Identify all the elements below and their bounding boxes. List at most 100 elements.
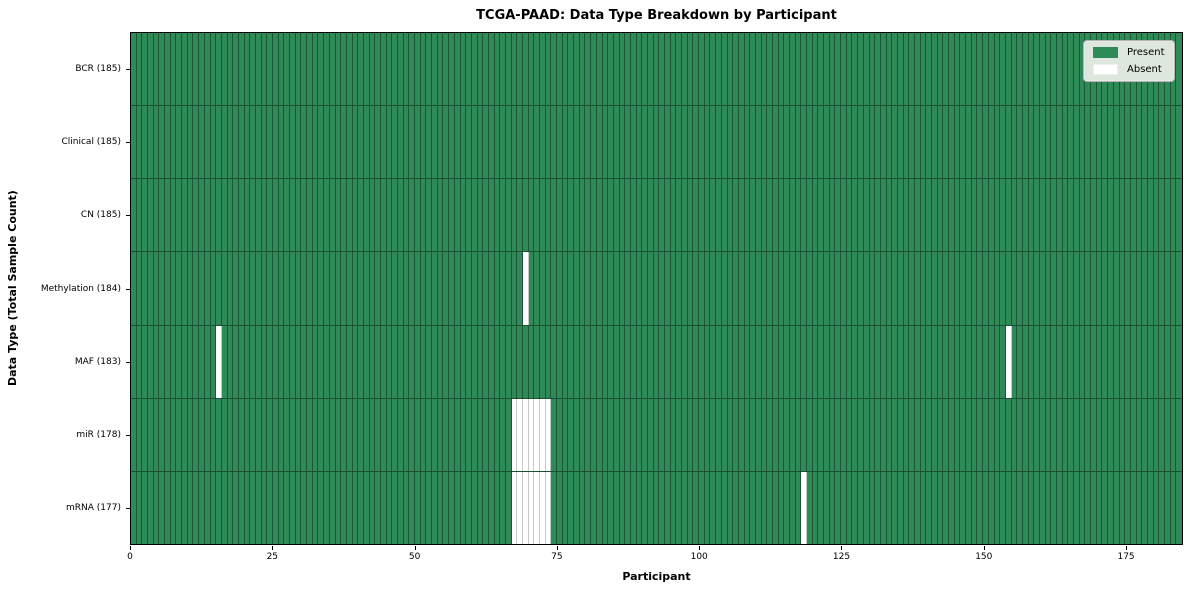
heatmap-cell bbox=[403, 471, 410, 544]
heatmap-cell bbox=[790, 471, 796, 544]
heatmap-cell bbox=[886, 252, 893, 325]
heatmap-cell bbox=[477, 471, 484, 544]
heatmap-cell bbox=[875, 33, 881, 106]
heatmap-cell bbox=[557, 106, 563, 179]
heatmap-cell bbox=[278, 471, 285, 544]
heatmap-cell bbox=[511, 106, 518, 179]
heatmap-cell bbox=[744, 398, 751, 471]
heatmap-cell bbox=[1176, 179, 1182, 252]
heatmap-cell bbox=[210, 33, 217, 106]
heatmap-cell bbox=[653, 33, 660, 106]
heatmap-cell bbox=[1079, 252, 1086, 325]
heatmap-cell bbox=[869, 33, 876, 106]
heatmap-cell bbox=[352, 33, 359, 106]
heatmap-cell bbox=[841, 252, 847, 325]
heatmap-cell bbox=[858, 252, 864, 325]
heatmap-cell bbox=[233, 33, 239, 106]
heatmap-cell bbox=[971, 325, 978, 398]
heatmap-cell bbox=[403, 106, 410, 179]
heatmap-cell bbox=[1051, 398, 1058, 471]
heatmap-cell bbox=[221, 252, 228, 325]
heatmap-cell bbox=[795, 106, 802, 179]
heatmap-cell bbox=[483, 325, 489, 398]
heatmap-cell bbox=[165, 33, 171, 106]
heatmap-cell bbox=[1011, 252, 1018, 325]
heatmap-cell bbox=[994, 471, 1001, 544]
heatmap-cell bbox=[290, 471, 296, 544]
heatmap-cell bbox=[466, 179, 472, 252]
heatmap-cell bbox=[204, 252, 211, 325]
heatmap-cell bbox=[875, 252, 881, 325]
heatmap-cell bbox=[738, 325, 745, 398]
heatmap-cell bbox=[1164, 106, 1171, 179]
heatmap-cell bbox=[483, 33, 489, 106]
heatmap-cell bbox=[363, 106, 370, 179]
y-tick-label: MAF (183) bbox=[74, 356, 121, 367]
heatmap-cell bbox=[477, 325, 484, 398]
heatmap-cell bbox=[1000, 106, 1006, 179]
heatmap-cell bbox=[182, 325, 188, 398]
heatmap-cell bbox=[170, 325, 177, 398]
heatmap-cell bbox=[392, 471, 398, 544]
heatmap-cell bbox=[182, 179, 188, 252]
heatmap-cell bbox=[255, 252, 262, 325]
heatmap-cell bbox=[267, 325, 274, 398]
heatmap-cell bbox=[1017, 325, 1023, 398]
heatmap-cell bbox=[568, 106, 575, 179]
heatmap-cell bbox=[562, 106, 569, 179]
heatmap-cell bbox=[636, 252, 643, 325]
heatmap-cell bbox=[812, 398, 819, 471]
heatmap-cell bbox=[932, 398, 938, 471]
heatmap-cell bbox=[551, 325, 558, 398]
heatmap-cell bbox=[1164, 252, 1171, 325]
heatmap-cell bbox=[579, 252, 586, 325]
heatmap-cell bbox=[295, 325, 302, 398]
heatmap-cell bbox=[880, 252, 887, 325]
heatmap-cell bbox=[1108, 252, 1114, 325]
heatmap-cell bbox=[386, 252, 393, 325]
heatmap-cell bbox=[437, 325, 444, 398]
heatmap-cell bbox=[1022, 398, 1029, 471]
y-tick-label: Methylation (184) bbox=[40, 283, 121, 294]
heatmap-cell bbox=[909, 179, 915, 252]
heatmap-cell bbox=[903, 106, 910, 179]
heatmap-cell bbox=[182, 33, 188, 106]
heatmap-cell bbox=[363, 33, 370, 106]
y-tick-mark bbox=[126, 68, 130, 70]
heatmap-cell bbox=[1153, 471, 1160, 544]
heatmap-cell bbox=[710, 179, 717, 252]
heatmap-cell bbox=[960, 106, 967, 179]
heatmap-cell bbox=[176, 106, 183, 179]
heatmap-cell bbox=[261, 106, 268, 179]
heatmap-cell bbox=[875, 106, 881, 179]
heatmap-cell bbox=[835, 33, 842, 106]
heatmap-cell bbox=[159, 398, 166, 471]
heatmap-cell bbox=[1068, 325, 1075, 398]
heatmap-cell bbox=[733, 398, 739, 471]
heatmap-cell bbox=[290, 179, 296, 252]
heatmap-cell bbox=[733, 106, 739, 179]
heatmap-cell bbox=[483, 398, 489, 471]
heatmap-cell bbox=[869, 106, 876, 179]
heatmap-cell bbox=[716, 325, 722, 398]
heatmap-cell bbox=[619, 252, 626, 325]
heatmap-cell bbox=[591, 252, 597, 325]
heatmap-cell bbox=[324, 33, 330, 106]
heatmap-cell bbox=[244, 106, 251, 179]
heatmap-cell bbox=[619, 325, 626, 398]
heatmap-cell bbox=[1005, 471, 1012, 544]
heatmap-cell bbox=[665, 252, 671, 325]
heatmap-cell bbox=[693, 398, 700, 471]
heatmap-cell bbox=[432, 471, 438, 544]
heatmap-cell bbox=[238, 398, 245, 471]
heatmap-cell bbox=[545, 179, 552, 252]
heatmap-cell bbox=[880, 398, 887, 471]
heatmap-cell bbox=[460, 33, 467, 106]
heatmap-cell bbox=[846, 398, 853, 471]
heatmap-cell bbox=[1034, 252, 1040, 325]
heatmap-cell bbox=[869, 252, 876, 325]
heatmap-cell bbox=[852, 106, 859, 179]
heatmap-cell bbox=[505, 398, 512, 471]
heatmap-cell bbox=[460, 252, 467, 325]
heatmap-cell bbox=[250, 471, 256, 544]
